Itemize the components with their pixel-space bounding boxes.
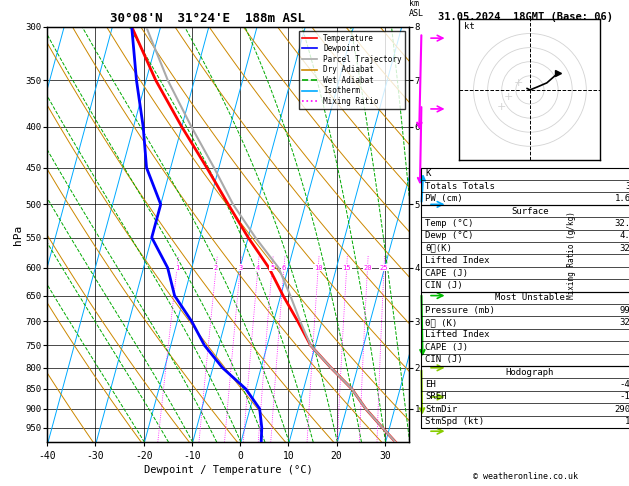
- Text: Dewp (°C): Dewp (°C): [425, 231, 474, 241]
- Text: Lifted Index: Lifted Index: [425, 330, 490, 340]
- Text: 15: 15: [342, 265, 351, 271]
- Text: Most Unstable: Most Unstable: [495, 293, 565, 302]
- Text: PW (cm): PW (cm): [425, 194, 463, 203]
- Text: 1.62: 1.62: [615, 194, 629, 203]
- Text: K: K: [425, 169, 431, 178]
- Text: 37: 37: [625, 182, 629, 191]
- Text: Lifted Index: Lifted Index: [425, 256, 490, 265]
- Text: Hodograph: Hodograph: [506, 367, 554, 377]
- Text: StmSpd (kt): StmSpd (kt): [425, 417, 484, 426]
- Text: 10: 10: [314, 265, 323, 271]
- Text: +: +: [504, 92, 513, 102]
- Text: Temp (°C): Temp (°C): [425, 219, 474, 228]
- Text: km
ASL: km ASL: [409, 0, 424, 18]
- Text: 2: 2: [214, 265, 218, 271]
- Text: -15: -15: [620, 392, 629, 401]
- Text: 30°08'N  31°24'E  188m ASL: 30°08'N 31°24'E 188m ASL: [110, 12, 305, 25]
- Text: 5: 5: [270, 265, 274, 271]
- Text: -46: -46: [620, 380, 629, 389]
- Text: kt: kt: [464, 22, 474, 31]
- Text: 20: 20: [364, 265, 372, 271]
- Text: SREH: SREH: [425, 392, 447, 401]
- Text: StmDir: StmDir: [425, 405, 457, 414]
- Text: Pressure (mb): Pressure (mb): [425, 306, 495, 315]
- Text: Surface: Surface: [511, 207, 548, 216]
- Text: EH: EH: [425, 380, 436, 389]
- Text: 25: 25: [380, 265, 388, 271]
- Text: 31.05.2024  18GMT (Base: 06): 31.05.2024 18GMT (Base: 06): [438, 12, 613, 22]
- Legend: Temperature, Dewpoint, Parcel Trajectory, Dry Adiabat, Wet Adiabat, Isotherm, Mi: Temperature, Dewpoint, Parcel Trajectory…: [299, 31, 405, 109]
- Text: CAPE (J): CAPE (J): [425, 343, 468, 352]
- Text: CIN (J): CIN (J): [425, 355, 463, 364]
- Text: Totals Totals: Totals Totals: [425, 182, 495, 191]
- Text: 32.1: 32.1: [615, 219, 629, 228]
- Text: CAPE (J): CAPE (J): [425, 268, 468, 278]
- Text: 3: 3: [238, 265, 242, 271]
- Text: 6: 6: [282, 265, 286, 271]
- Text: +: +: [497, 102, 506, 112]
- Text: 4: 4: [256, 265, 260, 271]
- Text: Mixing Ratio (g/kg): Mixing Ratio (g/kg): [567, 211, 576, 299]
- Text: +: +: [514, 78, 523, 88]
- Text: © weatheronline.co.uk: © weatheronline.co.uk: [473, 472, 577, 481]
- Text: 290°: 290°: [615, 405, 629, 414]
- Text: 991: 991: [620, 306, 629, 315]
- Text: 1: 1: [175, 265, 179, 271]
- Text: 322: 322: [620, 318, 629, 327]
- Y-axis label: hPa: hPa: [13, 225, 23, 244]
- Text: 322: 322: [620, 243, 629, 253]
- Text: θᴇ (K): θᴇ (K): [425, 318, 457, 327]
- Text: 4.2: 4.2: [620, 231, 629, 241]
- Text: CIN (J): CIN (J): [425, 281, 463, 290]
- Text: 14: 14: [625, 417, 629, 426]
- Text: θᴀ(K): θᴀ(K): [425, 243, 452, 253]
- X-axis label: Dewpoint / Temperature (°C): Dewpoint / Temperature (°C): [143, 466, 313, 475]
